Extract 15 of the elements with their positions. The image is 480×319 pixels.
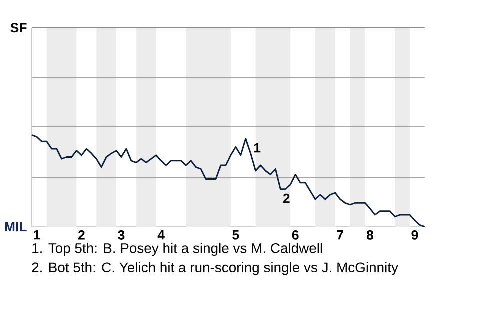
annotation: 1 bbox=[254, 144, 261, 153]
text: SF bbox=[10, 23, 27, 33]
text: 1. Top 5th: B. Posey hit a single vs M. Caldwell bbox=[32, 243, 322, 256]
x-tick-label: 1 bbox=[34, 230, 40, 240]
annotation: 2 bbox=[283, 194, 290, 204]
x-tick-label: 8 bbox=[366, 230, 374, 240]
x-tick-label: 5 bbox=[232, 230, 240, 240]
x-tick-label: 4 bbox=[158, 230, 165, 240]
x-tick-label: 6 bbox=[292, 230, 299, 240]
x-tick-label: 9 bbox=[412, 230, 418, 240]
text: MIL bbox=[5, 222, 27, 232]
x-tick-label: 3 bbox=[118, 230, 125, 240]
x-tick-label: 2 bbox=[78, 230, 85, 240]
text: 2. Bot 5th: C. Yelich hit a run-scoring single vs J. McGinnity bbox=[32, 262, 398, 276]
x-tick-label: 7 bbox=[337, 230, 344, 240]
